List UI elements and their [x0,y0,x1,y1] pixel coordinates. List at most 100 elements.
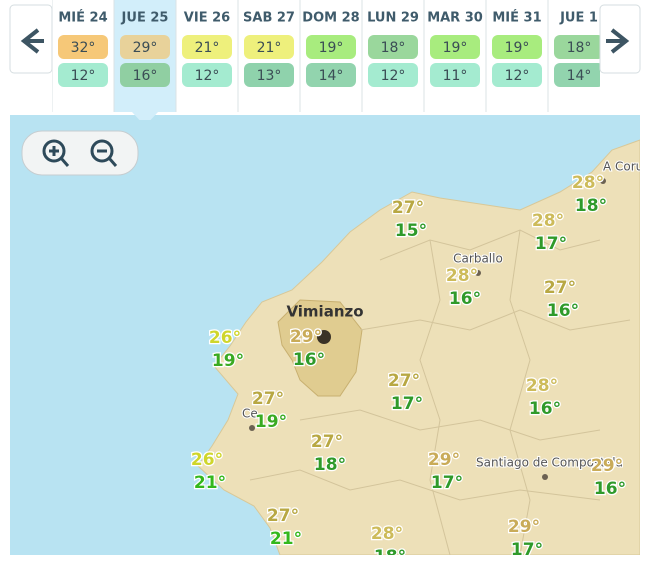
min-pill [120,63,170,87]
day-tab[interactable]: JUE 1 18° 14° [547,0,610,112]
max-temp: 26° [209,328,241,348]
max-temp: 18° [567,40,592,56]
day-label: VIE 26 [184,11,230,26]
prev-button[interactable] [9,4,53,74]
town-marker [317,330,331,344]
min-temp: 21° [194,473,226,493]
max-temp: 19° [443,40,468,56]
day-label: LUN 29 [367,11,419,26]
max-temp: 28° [446,266,478,286]
min-pill [182,63,232,87]
map [10,115,640,555]
day-label: MIÉ 31 [492,10,541,26]
min-pill [244,63,294,87]
min-temp: 18° [374,547,406,567]
max-temp: 21° [195,40,220,56]
min-temp: 15° [395,221,427,241]
max-temp: 28° [371,524,403,544]
max-temp: 19° [505,40,530,56]
max-pill [58,35,108,59]
max-pill [554,35,600,59]
day-tab[interactable]: SAB 27 21° 13° [237,0,300,112]
min-temp: 12° [71,68,96,84]
max-pill [306,35,356,59]
min-temp: 16° [547,301,579,321]
max-pill [430,35,480,59]
max-temp: 27° [392,198,424,218]
day-tab[interactable]: LUN 29 18° 12° [361,0,424,112]
day-tab[interactable]: DOM 28 19° 14° [299,0,362,112]
min-temp: 13° [257,68,282,84]
min-temp: 18° [314,455,346,475]
place-label: A Coruña [603,160,657,174]
day-label: DOM 28 [302,11,359,26]
day-tab[interactable]: MIÉ 31 19° 12° [485,0,548,112]
max-temp: 18° [381,40,406,56]
min-temp: 17° [391,394,423,414]
place-dot [542,474,548,480]
max-temp: 27° [544,278,576,298]
place-dot [600,178,606,184]
day-strip: MIÉ 24 32° 12° JUE 25 29° 16° VIE 26 21° 12° SAB … [52,0,610,126]
town-label: Vimianzo [286,303,363,321]
place-label: Ce [242,407,258,421]
max-temp: 29° [508,517,540,537]
min-temp: 21° [270,529,302,549]
min-pill [306,63,356,87]
max-temp: 27° [388,371,420,391]
zoom-out[interactable] [90,139,118,167]
min-temp: 16° [449,289,481,309]
min-temp: 18° [575,196,607,216]
min-temp: 16° [529,399,561,419]
min-temp: 16° [293,350,325,370]
next-button[interactable] [599,4,641,74]
min-temp: 11° [443,68,468,84]
max-pill [368,35,418,59]
max-temp: 32° [71,40,96,56]
min-temp: 17° [535,234,567,254]
min-pill [430,63,480,87]
max-temp: 26° [191,450,223,470]
min-pill [554,63,600,87]
place-dot [475,270,481,276]
max-pill [244,35,294,59]
day-tab[interactable]: MIÉ 24 32° 12° [52,0,114,112]
min-pill [368,63,418,87]
min-temp: 12° [381,68,406,84]
day-label: SAB 27 [243,11,295,26]
min-pill [58,63,108,87]
min-temp: 19° [212,351,244,371]
min-temp: 14° [319,68,344,84]
max-temp: 28° [572,173,604,193]
max-temp: 21° [257,40,282,56]
max-temp: 29° [133,40,158,56]
zoom-controls [21,130,139,176]
min-temp: 12° [195,68,220,84]
max-pill [182,35,232,59]
max-temp: 29° [290,327,322,347]
zoom-in[interactable] [42,139,70,167]
min-temp: 16° [133,68,158,84]
place-label: Carballo [453,252,503,266]
max-temp: 19° [319,40,344,56]
max-temp: 29° [591,456,623,476]
day-label: JUE 1 [559,11,598,26]
max-pill [492,35,542,59]
min-temp: 14° [567,68,592,84]
tab-highlight [114,0,176,120]
place-dot [249,425,255,431]
max-temp: 29° [428,450,460,470]
day-tab[interactable]: VIE 26 21° 12° [175,0,238,112]
max-temp: 27° [311,432,343,452]
max-temp: 28° [526,376,558,396]
max-temp: 27° [267,506,299,526]
min-temp: 17° [431,473,463,493]
max-pill [120,35,170,59]
day-label: MIÉ 24 [58,10,107,26]
min-temp: 16° [594,479,626,499]
max-temp: 28° [532,211,564,231]
day-tab[interactable]: MAR 30 19° 11° [423,0,486,112]
day-label: JUE 25 [121,11,169,26]
day-tab-selected[interactable]: JUE 25 29° 16° [113,0,176,126]
